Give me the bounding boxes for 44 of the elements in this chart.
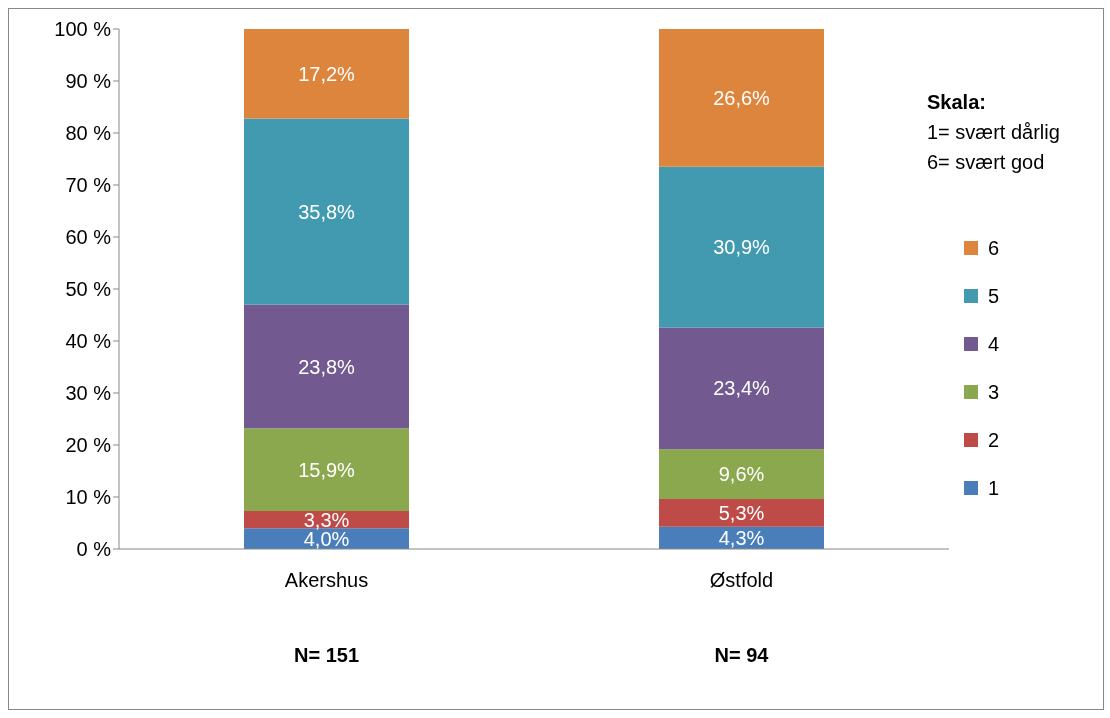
data-label: 23,4%: [713, 377, 771, 400]
data-label: 15,9%: [298, 458, 356, 481]
y-tick-label: 60 %: [65, 226, 112, 249]
annotation: 1= svært dårlig: [927, 120, 1060, 145]
x-tick-label: Akershus: [284, 569, 369, 592]
bar: [659, 29, 824, 167]
bar: [659, 449, 824, 500]
data-label: 17,2%: [298, 62, 356, 85]
y-tick-label: 70 %: [65, 174, 112, 197]
bar: [244, 118, 409, 305]
annotation: 6= svært god: [927, 150, 1046, 175]
text: N= 94: [713, 644, 770, 667]
data-label: 5,3%: [718, 501, 765, 524]
data-label: 3,3%: [303, 508, 350, 531]
legend-label: 3: [988, 380, 1000, 404]
x-tick-label: Østfold: [709, 569, 774, 592]
data-label: 4,3%: [718, 526, 765, 549]
annotation: Skala:: [927, 90, 987, 115]
data-label: 23,8%: [298, 355, 356, 378]
legend-label: 4: [988, 332, 1000, 356]
y-tick-label: 0 %: [76, 538, 112, 561]
data-label: 9,6%: [718, 463, 765, 486]
y-tick-label: 80 %: [65, 122, 112, 145]
y-tick-label: 90 %: [65, 70, 112, 93]
y-tick-label: 100 %: [54, 18, 112, 41]
legend-label: 1: [988, 476, 1000, 500]
y-tick-label: 20 %: [65, 434, 112, 457]
bar: [659, 166, 824, 328]
bar: [244, 304, 409, 429]
legend-label: 5: [988, 284, 1000, 308]
bar: [244, 428, 409, 512]
bar: [244, 29, 409, 119]
data-label: 26,6%: [713, 87, 771, 109]
legend-label: 6: [988, 236, 1000, 260]
data-label: 30,9%: [713, 236, 771, 259]
y-tick-label: 10 %: [65, 486, 112, 509]
bar: [659, 327, 824, 450]
y-tick-label: 50 %: [65, 278, 112, 301]
bar: [659, 499, 824, 527]
text: N= 151: [292, 644, 361, 667]
y-tick-label: 40 %: [65, 330, 112, 353]
legend-label: 2: [988, 428, 1000, 452]
y-tick-label: 30 %: [65, 382, 112, 405]
data-label: 35,8%: [298, 200, 356, 223]
